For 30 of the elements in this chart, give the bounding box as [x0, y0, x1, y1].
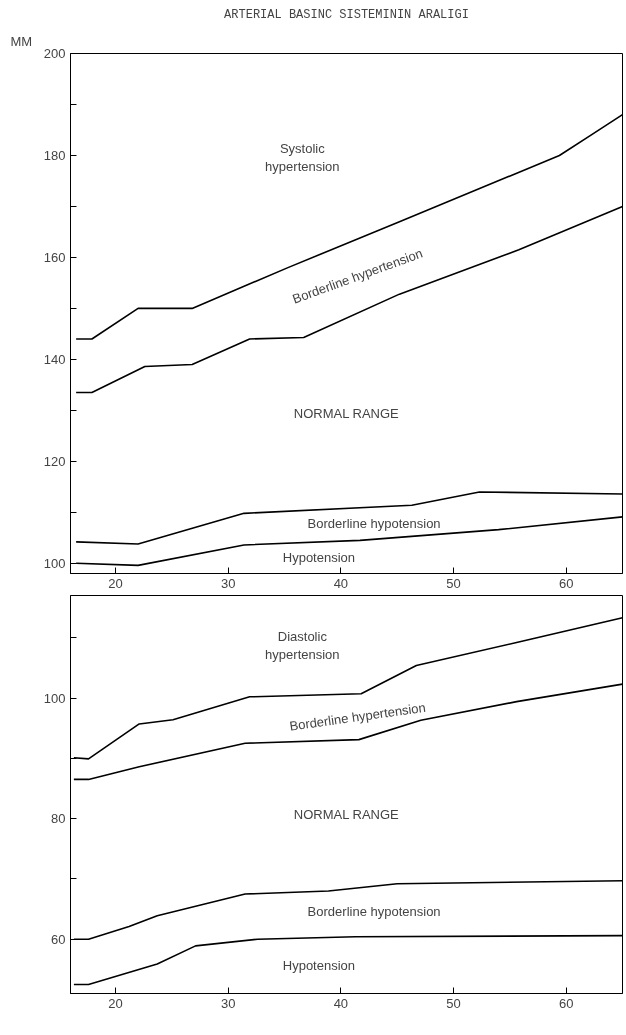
x-tick-label: 20: [108, 995, 123, 1011]
annotation: Systolic hypertension: [265, 141, 340, 175]
annotation: Hypotension: [282, 958, 356, 974]
annotation: NORMAL RANGE: [293, 405, 400, 421]
y-tick-label: 160: [43, 249, 66, 265]
x-tick-label: 30: [220, 575, 236, 591]
y-tick-label: 120: [43, 453, 66, 469]
y-tick-label: 100: [43, 555, 66, 571]
x-tick-label: 60: [558, 575, 574, 591]
x-tick-label: 50: [446, 575, 461, 591]
x-tick-label: 30: [220, 995, 236, 1011]
annotation: NORMAL RANGE: [293, 807, 400, 823]
y-tick-label: 60: [51, 931, 66, 947]
x-tick-label: 20: [108, 575, 123, 591]
annotation: Borderline hypotension: [307, 515, 441, 531]
annotation: Diastolic hypertension: [265, 628, 340, 662]
x-tick-label: 40: [333, 575, 349, 591]
x-tick-label: 60: [558, 995, 574, 1011]
y-axis-title: MM: [10, 33, 33, 49]
annotation: Borderline hypotension: [307, 903, 441, 919]
chart-title: ARTERIAL BASINC SISTEMININ ARALIGI: [224, 7, 469, 22]
y-tick-label: 80: [51, 811, 66, 827]
x-tick-label: 50: [446, 995, 461, 1011]
y-tick-label: 180: [43, 147, 66, 163]
y-tick-label: 100: [43, 690, 66, 706]
x-tick-label: 40: [333, 995, 349, 1011]
annotation: Borderline hypertension: [288, 699, 427, 734]
annotation: Hypotension: [282, 550, 356, 566]
y-tick-label: 140: [43, 351, 66, 367]
y-tick-label: 200: [43, 46, 66, 61]
